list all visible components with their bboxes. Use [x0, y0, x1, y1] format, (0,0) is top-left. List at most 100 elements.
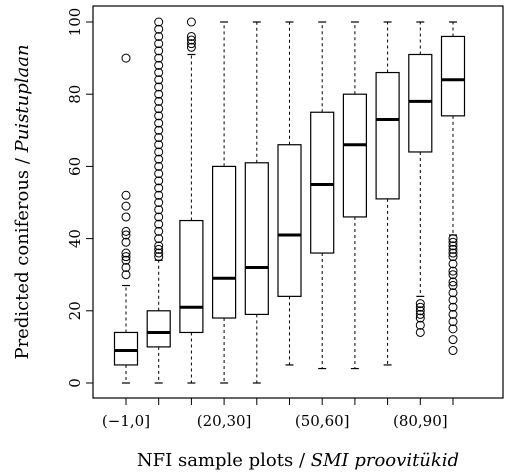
x-tick-label: (80,90] [393, 412, 448, 430]
outlier-point [448, 335, 458, 345]
box [244, 162, 269, 316]
outlier-point [154, 46, 164, 56]
outlier-point [154, 17, 164, 27]
outlier-point [154, 39, 164, 49]
outlier-point [121, 201, 131, 211]
outlier-point [154, 31, 164, 41]
y-axis-label-plain: Predicted coniferous / [12, 152, 33, 359]
box-group [146, 17, 171, 384]
outlier-point [448, 266, 458, 276]
box-group [375, 21, 400, 366]
outlier-point [154, 234, 164, 244]
outlier-point [415, 302, 425, 312]
outlier-point [448, 317, 458, 327]
box-group [244, 21, 269, 384]
y-axis-label-italic: Puistuplaan [12, 44, 33, 153]
outlier-point [121, 270, 131, 280]
outlier-point [154, 89, 164, 99]
y-tick-label: 100 [66, 8, 84, 37]
outlier-point [154, 219, 164, 229]
outlier-point [154, 183, 164, 193]
outlier-point [448, 302, 458, 312]
y-tick-label: 80 [66, 85, 84, 104]
box-group [212, 21, 237, 384]
chart-marks [113, 17, 466, 384]
outlier-point [154, 82, 164, 92]
outlier-point [415, 313, 425, 323]
outlier-point [415, 327, 425, 337]
outlier-point [154, 226, 164, 236]
outlier-point [154, 60, 164, 70]
y-axis-label: Predicted coniferous / Puistuplaan [12, 44, 33, 359]
box [342, 93, 367, 218]
outlier-point [154, 212, 164, 222]
box [179, 219, 204, 334]
box-group [342, 21, 367, 370]
outlier-point [415, 309, 425, 319]
outlier-point [448, 295, 458, 305]
outlier-point [448, 252, 458, 262]
outlier-point [154, 133, 164, 143]
outlier-point [448, 259, 458, 269]
outlier-point [154, 154, 164, 164]
outlier-point [448, 234, 458, 244]
y-tick-label: 0 [66, 378, 84, 388]
outlier-point [448, 270, 458, 280]
outlier-point [186, 39, 196, 49]
outlier-point [415, 306, 425, 316]
x-tick-label: (20,30] [197, 412, 252, 430]
y-tick-label: 20 [66, 301, 84, 320]
outlier-point [448, 248, 458, 258]
outlier-point [186, 42, 196, 52]
y-axis: 0 20 40 60 80 100 [66, 8, 94, 388]
outlier-point [121, 212, 131, 222]
outlier-point [154, 125, 164, 135]
outlier-point [121, 53, 131, 63]
box-group [440, 21, 466, 356]
outlier-point [448, 277, 458, 287]
outlier-point [121, 230, 131, 240]
box-group [408, 21, 433, 337]
outlier-point [154, 241, 164, 251]
outlier-point [448, 237, 458, 247]
outlier-point [154, 205, 164, 215]
box [310, 111, 335, 254]
outlier-point [154, 75, 164, 85]
box [277, 144, 302, 297]
outlier-point [154, 252, 164, 262]
x-axis-label-italic: SMI proovitükid [311, 450, 459, 471]
outlier-point [186, 17, 196, 27]
outlier-point [121, 248, 131, 258]
outlier-point [154, 140, 164, 150]
outlier-point [186, 31, 196, 41]
outlier-point [448, 346, 458, 356]
outlier-point [154, 68, 164, 78]
outlier-point [121, 237, 131, 247]
outlier-point [121, 255, 131, 265]
outlier-point [154, 244, 164, 254]
outlier-point [154, 147, 164, 157]
outlier-point [154, 53, 164, 63]
outlier-point [415, 320, 425, 330]
box-group [179, 17, 204, 384]
x-axis-label: NFI sample plots / SMI proovitükid [137, 450, 459, 471]
outlier-point [448, 281, 458, 291]
box-group [113, 53, 139, 384]
outlier-point [448, 244, 458, 254]
y-tick-label: 40 [66, 229, 84, 248]
outlier-point [121, 252, 131, 262]
box-group [310, 21, 335, 370]
outlier-point [186, 35, 196, 45]
outlier-point [121, 262, 131, 272]
x-tick-label: (50,60] [295, 412, 350, 430]
outlier-point [448, 324, 458, 334]
y-tick-label: 60 [66, 157, 84, 176]
outlier-point [448, 288, 458, 298]
x-axis: (−1,0] (20,30] (50,60] (80,90] [102, 397, 454, 430]
box [146, 310, 171, 348]
outlier-point [154, 161, 164, 171]
box [212, 165, 237, 319]
outlier-point [154, 118, 164, 128]
outlier-point [448, 309, 458, 319]
outlier-point [448, 241, 458, 251]
